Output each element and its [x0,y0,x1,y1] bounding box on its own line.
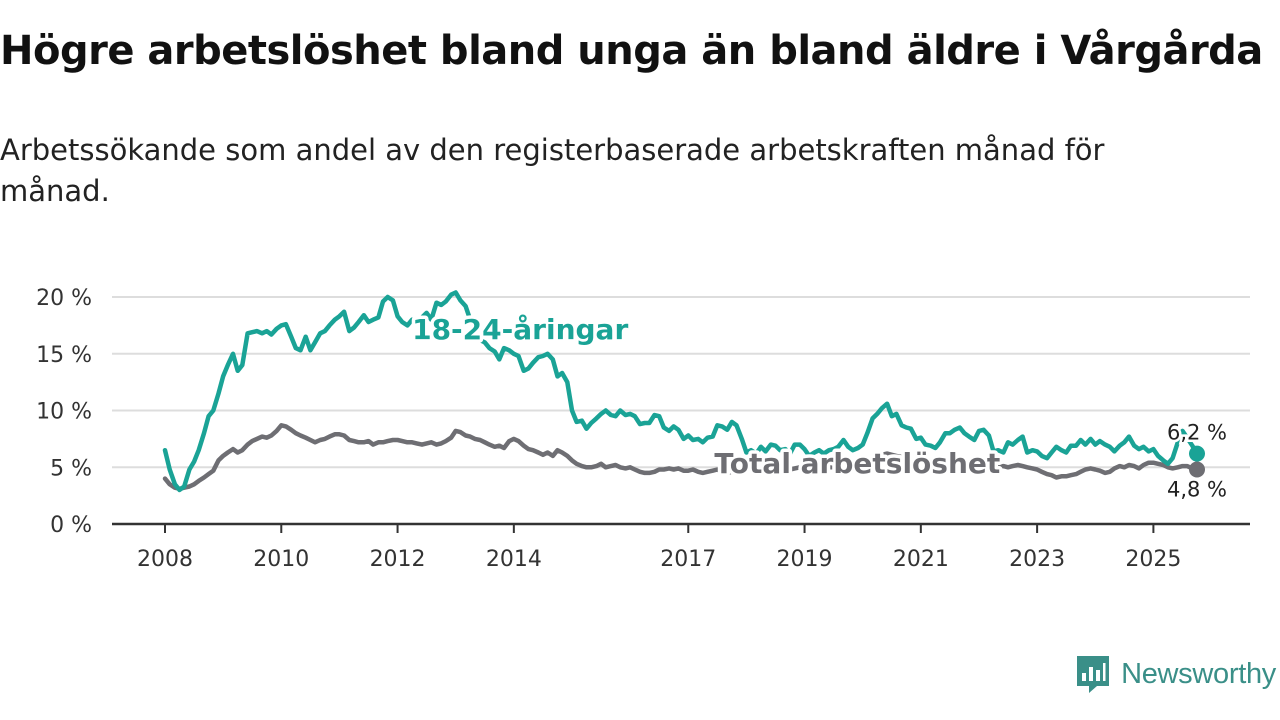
y-tick-label: 10 % [36,400,92,425]
line-chart: 0 % 5 % 10 % 15 % 20 % 2008 2010 2012 2014 2017 20… [36,286,1250,572]
x-tick-label: 2010 [253,547,309,572]
y-tick-label: 15 % [36,343,92,368]
y-tick-label: 20 % [36,286,92,311]
chart-title: Högre arbetslöshet bland unga än bland ä… [0,28,1263,74]
y-tick-label: 5 % [50,456,92,481]
brand-name: Newsworthy [1121,657,1276,690]
x-tick-label: 2012 [370,547,426,572]
series-line-youth [162,290,1200,493]
series-line-total [162,423,1200,492]
x-tick-label: 2008 [137,547,193,572]
x-tick-label: 2021 [893,547,949,572]
x-tick-label: 2014 [486,547,542,572]
newsworthy-brand: Newsworthy [1075,654,1276,694]
x-tick-label: 2023 [1009,547,1065,572]
series-label-total: Total arbetslöshet [714,447,1000,480]
series-label-youth: 18-24-åringar [412,313,628,346]
end-point-youth [1189,445,1205,462]
x-tick-label: 2019 [777,547,833,572]
chart-subtitle: Arbetssökande som andel av den registerb… [0,133,1105,208]
x-tick-label: 2025 [1125,547,1181,572]
end-value-label-total: 4,8 % [1167,478,1227,502]
x-tick-label: 2017 [660,547,716,572]
y-tick-label: 0 % [50,513,92,538]
end-value-label-youth: 6,2 % [1167,421,1227,445]
newsworthy-logo-icon [1077,656,1110,693]
end-point-total [1189,461,1205,478]
